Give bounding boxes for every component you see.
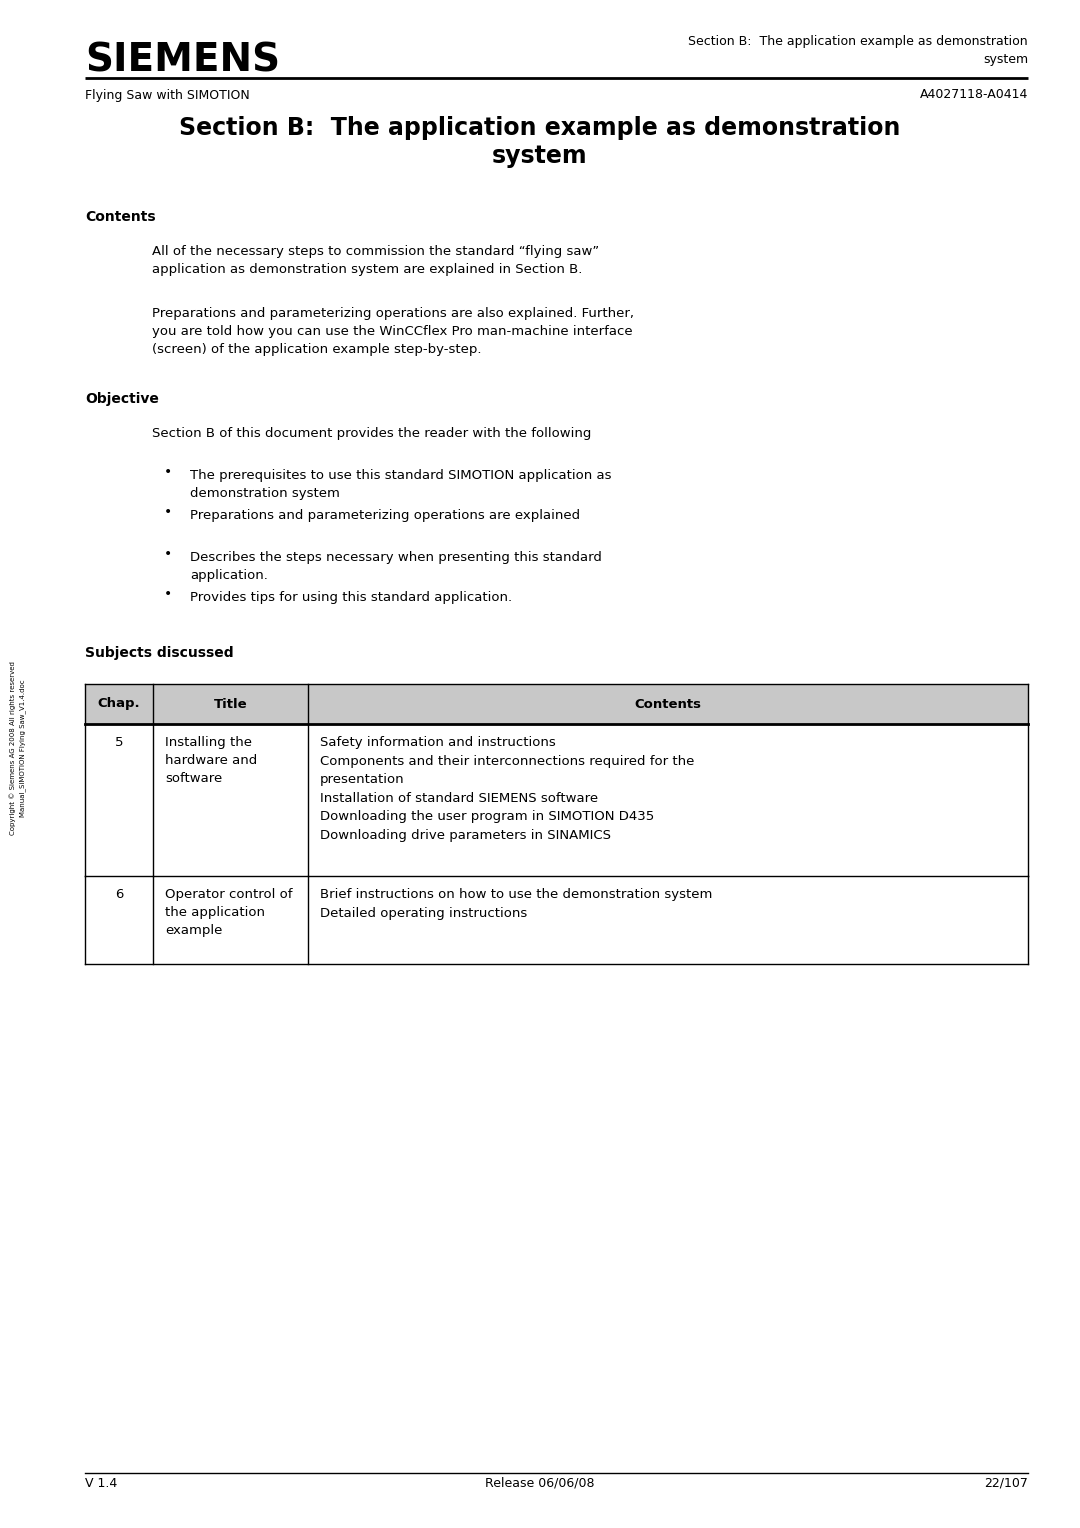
Text: 5: 5 <box>114 736 123 749</box>
Text: Describes the steps necessary when presenting this standard
application.: Describes the steps necessary when prese… <box>190 552 602 582</box>
Bar <box>85 685 1028 724</box>
Text: SIEMENS: SIEMENS <box>85 41 280 79</box>
Text: Release 06/06/08: Release 06/06/08 <box>485 1478 595 1490</box>
Text: Contents: Contents <box>85 209 156 225</box>
Text: Flying Saw with SIMOTION: Flying Saw with SIMOTION <box>85 89 249 101</box>
Text: Objective: Objective <box>85 393 159 406</box>
Text: Section B:  The application example as demonstration: Section B: The application example as de… <box>688 35 1028 47</box>
Text: Preparations and parameterizing operations are explained: Preparations and parameterizing operatio… <box>190 509 580 523</box>
Text: •: • <box>164 504 172 520</box>
Text: Preparations and parameterizing operations are also explained. Further,
you are : Preparations and parameterizing operatio… <box>152 307 634 356</box>
Text: Contents: Contents <box>635 697 702 711</box>
Text: system: system <box>983 53 1028 66</box>
Text: Title: Title <box>214 697 247 711</box>
Text: Brief instructions on how to use the demonstration system
Detailed operating ins: Brief instructions on how to use the dem… <box>320 888 713 920</box>
Text: •: • <box>164 465 172 478</box>
Text: Safety information and instructions
Components and their interconnections requir: Safety information and instructions Comp… <box>320 736 694 842</box>
Text: Subjects discussed: Subjects discussed <box>85 646 233 660</box>
Text: A4027118-A0414: A4027118-A0414 <box>920 89 1028 101</box>
Text: Copyright © Siemens AG 2008 All rights reserved
Manual_SIMOTION Flying Saw_V1.4.: Copyright © Siemens AG 2008 All rights r… <box>10 662 26 834</box>
Text: V 1.4: V 1.4 <box>85 1478 118 1490</box>
Text: Section B:  The application example as demonstration: Section B: The application example as de… <box>179 116 901 141</box>
Text: Installing the
hardware and
software: Installing the hardware and software <box>165 736 257 785</box>
Text: Section B of this document provides the reader with the following: Section B of this document provides the … <box>152 426 592 440</box>
Text: All of the necessary steps to commission the standard “flying saw”
application a: All of the necessary steps to commission… <box>152 244 599 277</box>
Text: system: system <box>492 144 588 168</box>
Text: Provides tips for using this standard application.: Provides tips for using this standard ap… <box>190 591 512 604</box>
Text: Operator control of
the application
example: Operator control of the application exam… <box>165 888 293 937</box>
Text: •: • <box>164 587 172 601</box>
Text: •: • <box>164 547 172 561</box>
Text: 6: 6 <box>114 888 123 902</box>
Text: Chap.: Chap. <box>97 697 140 711</box>
Text: The prerequisites to use this standard SIMOTION application as
demonstration sys: The prerequisites to use this standard S… <box>190 469 611 500</box>
Text: 22/107: 22/107 <box>984 1478 1028 1490</box>
